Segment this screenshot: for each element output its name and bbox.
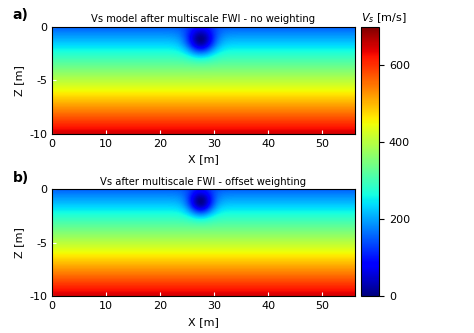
Text: b): b) <box>13 171 29 185</box>
Text: a): a) <box>13 8 29 22</box>
Y-axis label: Z [m]: Z [m] <box>14 227 24 258</box>
Text: $V_s$ [m/s]: $V_s$ [m/s] <box>361 11 407 25</box>
Y-axis label: Z [m]: Z [m] <box>14 65 24 96</box>
X-axis label: X [m]: X [m] <box>188 317 219 327</box>
Title: Vs after multiscale FWI - offset weighting: Vs after multiscale FWI - offset weighti… <box>100 177 307 187</box>
Title: Vs model after multiscale FWI - no weighting: Vs model after multiscale FWI - no weigh… <box>91 14 316 24</box>
X-axis label: X [m]: X [m] <box>188 154 219 164</box>
